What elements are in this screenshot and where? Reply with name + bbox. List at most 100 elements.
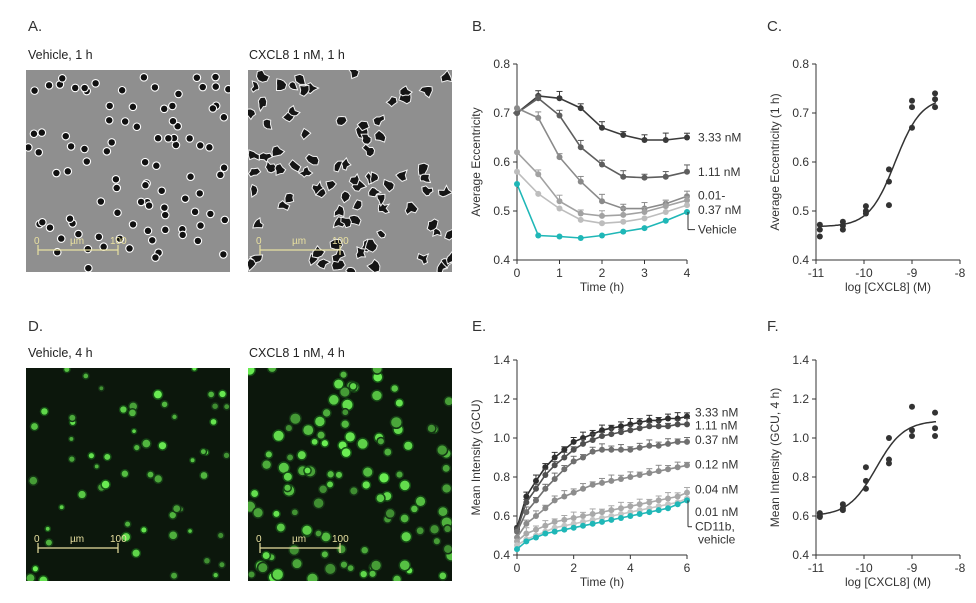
data-point: [862, 477, 869, 484]
cell-body: [315, 416, 325, 427]
y-axis-label: Average Eccentricity: [469, 107, 483, 216]
data-point: [674, 421, 681, 428]
cell-body: [372, 114, 386, 127]
data-point: [627, 503, 634, 510]
y-tick-label: 0.6: [493, 155, 510, 169]
cell-body: [154, 135, 162, 142]
cell-body: [341, 420, 349, 428]
cell-body: [170, 134, 178, 142]
cell-body: [437, 184, 452, 198]
data-point: [523, 530, 530, 537]
data-point: [577, 216, 584, 223]
data-point: [932, 104, 939, 111]
cell-body: [192, 368, 197, 371]
data-point: [646, 499, 653, 506]
cell-body: [313, 498, 324, 508]
data-point: [535, 232, 542, 239]
cell-body: [210, 419, 217, 425]
cell-body: [416, 252, 430, 266]
cell-body: [396, 471, 403, 478]
cell-body: [169, 117, 177, 125]
cell-body: [141, 158, 149, 166]
y-tick-label: 0.8: [493, 470, 510, 484]
data-point: [641, 136, 648, 143]
data-point: [655, 423, 662, 430]
data-point: [636, 511, 643, 518]
cell-body: [129, 409, 136, 417]
scale-bar-unit: µm: [292, 236, 306, 247]
data-point: [523, 509, 530, 516]
cell-body: [297, 451, 306, 460]
cell-body: [45, 82, 53, 89]
data-point: [932, 96, 939, 103]
cell-body: [85, 264, 92, 272]
data-point: [570, 458, 577, 465]
x-axis-label: Time (h): [580, 575, 624, 589]
cell-body: [340, 387, 350, 397]
data-point: [556, 154, 563, 161]
data-point: [617, 505, 624, 512]
data-point: [684, 421, 690, 428]
data-point: [665, 495, 672, 502]
cell-body: [99, 386, 104, 391]
panel-label-c: C.: [767, 18, 782, 35]
cell-body: [199, 83, 206, 91]
cell-body: [169, 102, 176, 110]
x-tick-label: 3: [641, 266, 648, 280]
cell-body: [252, 217, 264, 229]
data-point: [620, 228, 627, 235]
cell-body: [262, 118, 273, 130]
cell-body: [153, 162, 160, 169]
cell-body: [145, 202, 153, 209]
cell-body: [311, 180, 325, 197]
cell-body: [251, 490, 259, 497]
cell-body: [303, 425, 314, 436]
series-label: 3.33 nM: [695, 406, 738, 420]
y-tick-label: 0.6: [792, 509, 809, 523]
cell-body: [427, 424, 436, 433]
cell-body: [444, 545, 452, 553]
data-point: [909, 427, 915, 434]
cell-body: [194, 237, 202, 245]
x-tick-label: 0: [514, 561, 521, 575]
cell-body: [340, 561, 348, 568]
cell-body: [333, 160, 344, 173]
cell-body: [221, 216, 228, 224]
y-tick-label: 1.2: [792, 392, 809, 406]
data-point: [514, 168, 520, 175]
cell-body: [327, 471, 334, 478]
scale-bar-unit: µm: [70, 236, 84, 247]
data-point: [909, 433, 915, 440]
x-tick-label: -8: [955, 266, 966, 280]
scale-bar-start: 0: [256, 534, 262, 545]
data-point: [599, 433, 605, 440]
cell-body: [197, 142, 204, 149]
data-point: [608, 446, 615, 453]
cell-body: [272, 569, 283, 580]
cell-body: [287, 454, 294, 461]
cell-body: [206, 144, 213, 151]
cell-body: [112, 176, 120, 183]
data-point: [551, 462, 558, 469]
cell-body: [152, 254, 159, 261]
cell-body: [311, 438, 318, 445]
data-point: [577, 144, 584, 151]
data-point: [532, 485, 539, 492]
cell-body: [30, 130, 38, 137]
fit-curve: [818, 102, 937, 228]
cell-body: [361, 546, 368, 554]
cell-body: [26, 574, 35, 581]
data-point: [862, 464, 869, 471]
cell-body: [345, 266, 357, 272]
cell-body: [400, 514, 409, 523]
cell-body: [83, 373, 89, 379]
data-point: [561, 466, 568, 473]
data-point: [662, 136, 669, 143]
data-point: [556, 205, 563, 212]
cell-body: [114, 209, 121, 216]
cell-body: [340, 371, 347, 378]
data-point: [570, 446, 577, 453]
cell-body: [250, 80, 260, 93]
cell-body: [122, 533, 130, 541]
data-point: [617, 429, 624, 436]
